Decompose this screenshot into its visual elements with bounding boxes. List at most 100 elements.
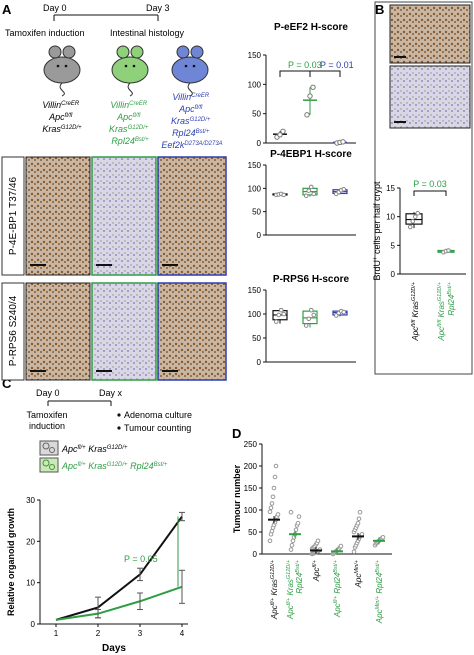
genotype-a-1-sup: CreER: [61, 101, 80, 107]
significance-bracket: [413, 190, 447, 196]
data-point: [288, 509, 294, 515]
data-point: [311, 191, 317, 197]
y-tick-label: 150: [248, 51, 262, 60]
y-tick-label: 150: [248, 286, 262, 295]
data-point: [278, 307, 284, 313]
genotype-a-2-gene: Rpl24: [111, 136, 135, 146]
scale-bar: [394, 56, 406, 58]
scale-bar: [96, 370, 112, 372]
data-point: [356, 516, 362, 522]
timeline-c-bullet: Adenoma culture: [124, 410, 192, 420]
panel-label-d: D: [232, 426, 241, 441]
label-gene: Rpl24: [333, 572, 342, 596]
legend-swatch-green: [39, 457, 59, 473]
panel-b-border: [374, 1, 473, 375]
data-point: [270, 494, 276, 500]
data-point: [275, 512, 281, 517]
y-tick-label: 10: [26, 579, 35, 588]
data-point: [357, 509, 363, 515]
data-point: [380, 534, 386, 540]
p-value-label: P = 0.05: [124, 554, 158, 564]
data-point: [271, 485, 277, 491]
label-gene: Kras: [270, 579, 279, 598]
significance-bracket: [279, 70, 311, 77]
micrograph-2-1: [25, 282, 91, 381]
y-tick-label: 250: [244, 440, 258, 449]
y-tick-label: 0: [391, 270, 396, 279]
label-gene: Apc: [333, 603, 342, 618]
data-point: [308, 307, 314, 313]
x-tick-label: Apcfl/fl KrasG12D/+: [411, 281, 420, 341]
y-tick-label: 200: [244, 462, 258, 471]
label-gene: Rpl24: [447, 294, 456, 315]
chart-prps6-hscore: P-RPS6 H-score 0 50 100 150: [248, 274, 356, 367]
label-superscript: Min/+: [375, 595, 381, 609]
genotype-a-2-sup: Bst/+: [135, 137, 149, 143]
legend-sup: G12D/+: [107, 445, 128, 451]
y-tick-label: 100: [248, 184, 262, 193]
label-gene: Apc: [312, 568, 321, 583]
label-superscript: G12D/+: [411, 281, 417, 301]
legend-gene: Rpl24: [128, 461, 154, 471]
label-superscript: Bst/+: [375, 559, 381, 572]
series-line: [55, 515, 183, 621]
data-point: [269, 501, 275, 506]
label-superscript: G12D/+: [437, 281, 443, 301]
genotype-a-3-gene: Eef2k: [161, 140, 185, 150]
significance-bracket: [279, 70, 341, 77]
bullet-icon: [117, 426, 121, 430]
series-line: [55, 585, 183, 621]
x-tick-label: 4: [180, 629, 185, 638]
y-axis-label: Tumour number: [232, 464, 242, 533]
label-gene: Apc: [354, 574, 363, 589]
label-superscript: G12D/+: [286, 559, 292, 579]
y-tick-label: 150: [248, 161, 262, 170]
data-point: [277, 132, 283, 138]
data-point: [311, 312, 317, 318]
mouse-icon-black: [43, 45, 81, 97]
chart-p4ebp1-hscore: P-4EBP1 H-score 0 50 100 150: [248, 149, 356, 240]
p-value-label: P = 0.01: [320, 60, 354, 70]
data-point: [412, 214, 418, 219]
genotype-a-3-sup: D273A/D273A: [184, 141, 222, 147]
legend-sup: G12D/+: [107, 462, 128, 468]
data-point: [340, 139, 346, 145]
y-tick-label: 5: [391, 241, 396, 250]
genotype-a-2-sup: CreER: [129, 101, 148, 107]
data-point: [306, 188, 312, 193]
chart-peef2-hscore: P-eEF2 H-score 0 50 100 150 P = 0.03P = 0.01: [248, 22, 356, 148]
label-gene: Apc: [375, 609, 384, 624]
legend-sup: Bst/+: [154, 462, 168, 468]
timeline-c-left-label: Tamoxifen: [26, 410, 67, 420]
y-tick-label: 0: [257, 231, 262, 240]
x-tick-label: 3: [138, 629, 143, 638]
chart-organoid-growth: 0 10 20 30 1 2 3 4 Days Relative organoid growth P…: [6, 496, 188, 654]
genotype-a-1-gene: Apc: [48, 112, 65, 122]
y-tick-label: 0: [257, 358, 262, 367]
data-point: [289, 542, 295, 548]
label-gene: Kras: [411, 301, 420, 320]
scale-bar: [162, 370, 178, 372]
genotype-a-3-sup: fl/fl: [195, 105, 203, 111]
p-value-label: P = 0.03: [413, 179, 447, 189]
x-tick-label: Apcfl/+ Rpl24Bst/+: [333, 559, 342, 618]
y-tick-label: 50: [248, 528, 257, 537]
genotype-a-1-sup: G12D/+: [61, 125, 82, 131]
data-point: [296, 514, 302, 519]
legend-c: Apcfl/+ KrasG12D/+ Apcfl/+ KrasG12D/+ Rp…: [39, 440, 168, 473]
data-point: [446, 248, 451, 253]
micrograph-2-3: [157, 282, 227, 381]
y-axis-label: Relative organoid growth: [6, 508, 16, 616]
panel-label-c: C: [2, 376, 12, 391]
x-tick-label: Apcfl/+ KrasG12D/+: [270, 559, 279, 620]
chart-title: P-4EBP1 H-score: [270, 149, 352, 160]
label-gene: Kras: [286, 579, 295, 598]
y-tick-label: 100: [248, 80, 262, 89]
timeline-c-bullet: Tumour counting: [124, 423, 191, 433]
legend-label-black: Apcfl/+ KrasG12D/+: [61, 444, 128, 454]
label-superscript: G12D/+: [270, 559, 276, 579]
y-axis-label-sup: +: [373, 256, 379, 260]
genotype-a-1-gene: Villin: [42, 100, 61, 110]
panel-label-b: B: [375, 2, 384, 17]
